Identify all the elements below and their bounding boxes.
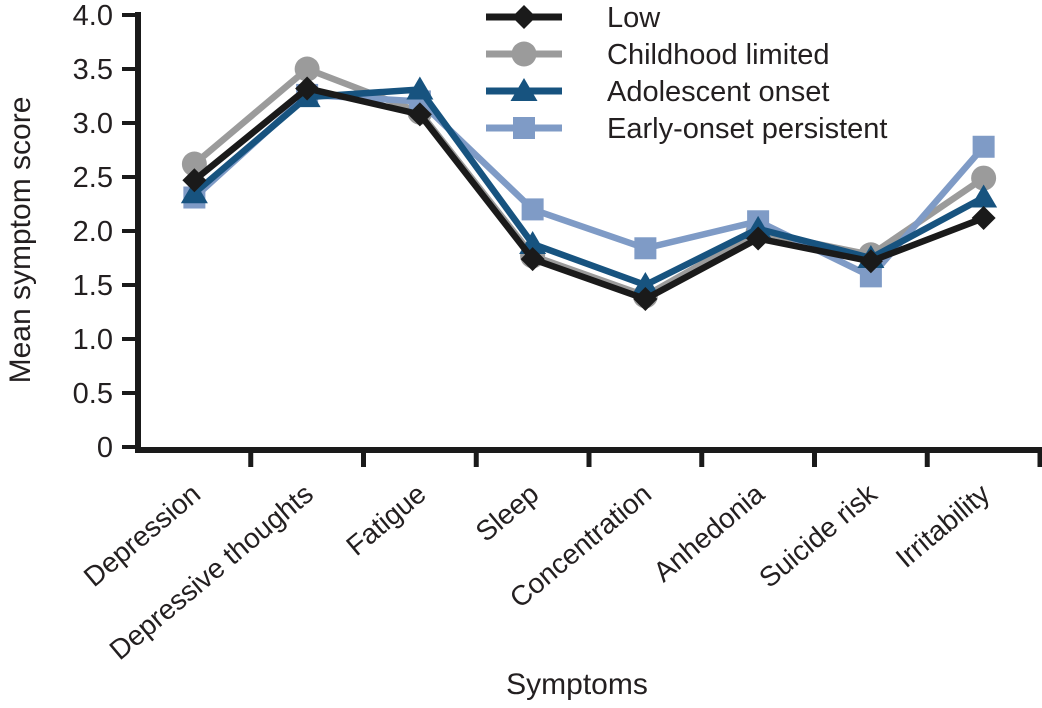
y-tick-label: 4.0 xyxy=(73,0,113,32)
x-category-label: Irritability xyxy=(890,478,996,574)
x-category-label: Sleep xyxy=(470,478,545,548)
marker-early-onset-persistent xyxy=(634,237,657,260)
x-category-label: Depressive thoughts xyxy=(104,478,319,666)
y-tick-label: 2.0 xyxy=(73,216,113,248)
y-tick-label: 0 xyxy=(97,432,113,464)
marker-early-onset-persistent xyxy=(859,265,882,288)
marker-adolescent-onset xyxy=(406,76,434,100)
y-tick-label: 2.5 xyxy=(73,162,113,194)
x-category-label: Suicide risk xyxy=(753,477,883,593)
marker-early-onset-persistent xyxy=(972,135,995,158)
marker-childhood-limited xyxy=(971,165,997,191)
legend-label-low: Low xyxy=(607,2,661,34)
marker-early-onset-persistent xyxy=(521,198,544,221)
legend-item-adolescent-onset: Adolescent onset xyxy=(486,76,829,108)
x-axis-title: Symptoms xyxy=(506,668,648,701)
x-category-label: Fatigue xyxy=(340,478,431,562)
marker-low xyxy=(633,287,658,312)
y-tick-label: 3.0 xyxy=(73,108,113,140)
series-low xyxy=(182,76,996,312)
legend-item-childhood-limited: Childhood limited xyxy=(486,39,829,71)
series-line-low xyxy=(192,84,985,303)
x-tick-group xyxy=(248,453,1042,467)
y-tick-label: 0.5 xyxy=(73,378,113,410)
series-group xyxy=(180,56,998,312)
legend-label-early-onset-persistent: Early-onset persistent xyxy=(607,113,887,145)
marker-low xyxy=(182,168,207,193)
marker-low xyxy=(971,206,996,231)
legend-marker-early-onset-persistent-icon xyxy=(513,117,535,139)
marker-childhood-limited xyxy=(294,56,320,82)
x-category-label: Anhedonia xyxy=(647,478,770,588)
legend-label-childhood-limited: Childhood limited xyxy=(607,39,829,71)
legend-label-adolescent-onset: Adolescent onset xyxy=(607,76,829,108)
marker-low xyxy=(746,226,771,251)
legend-item-early-onset-persistent: Early-onset persistent xyxy=(486,113,887,145)
legend-marker-low-icon xyxy=(512,5,536,29)
marker-low xyxy=(858,249,883,274)
marker-childhood-limited xyxy=(181,151,207,177)
y-tick-label: 1.5 xyxy=(73,270,113,302)
axes xyxy=(135,12,1042,453)
marker-low xyxy=(295,76,320,101)
legend-marker-adolescent-onset-icon xyxy=(510,78,538,101)
legend-item-low: Low xyxy=(486,2,661,34)
legend-marker-childhood-limited-icon xyxy=(511,41,537,67)
y-tick-label: 3.5 xyxy=(73,54,113,86)
legend: Low Childhood limited Adolescent onset Earl… xyxy=(486,2,887,145)
marker-adolescent-onset xyxy=(631,272,659,295)
y-tick-group: 0 0.5 1.0 1.5 2.0 2.5 3.0 3.5 4.0 xyxy=(73,0,135,464)
marker-low xyxy=(407,102,432,127)
y-axis-title: Mean symptom score xyxy=(4,97,37,384)
marker-adolescent-onset xyxy=(970,184,998,208)
y-tick-label: 1.0 xyxy=(73,324,113,356)
marker-low xyxy=(520,247,545,272)
